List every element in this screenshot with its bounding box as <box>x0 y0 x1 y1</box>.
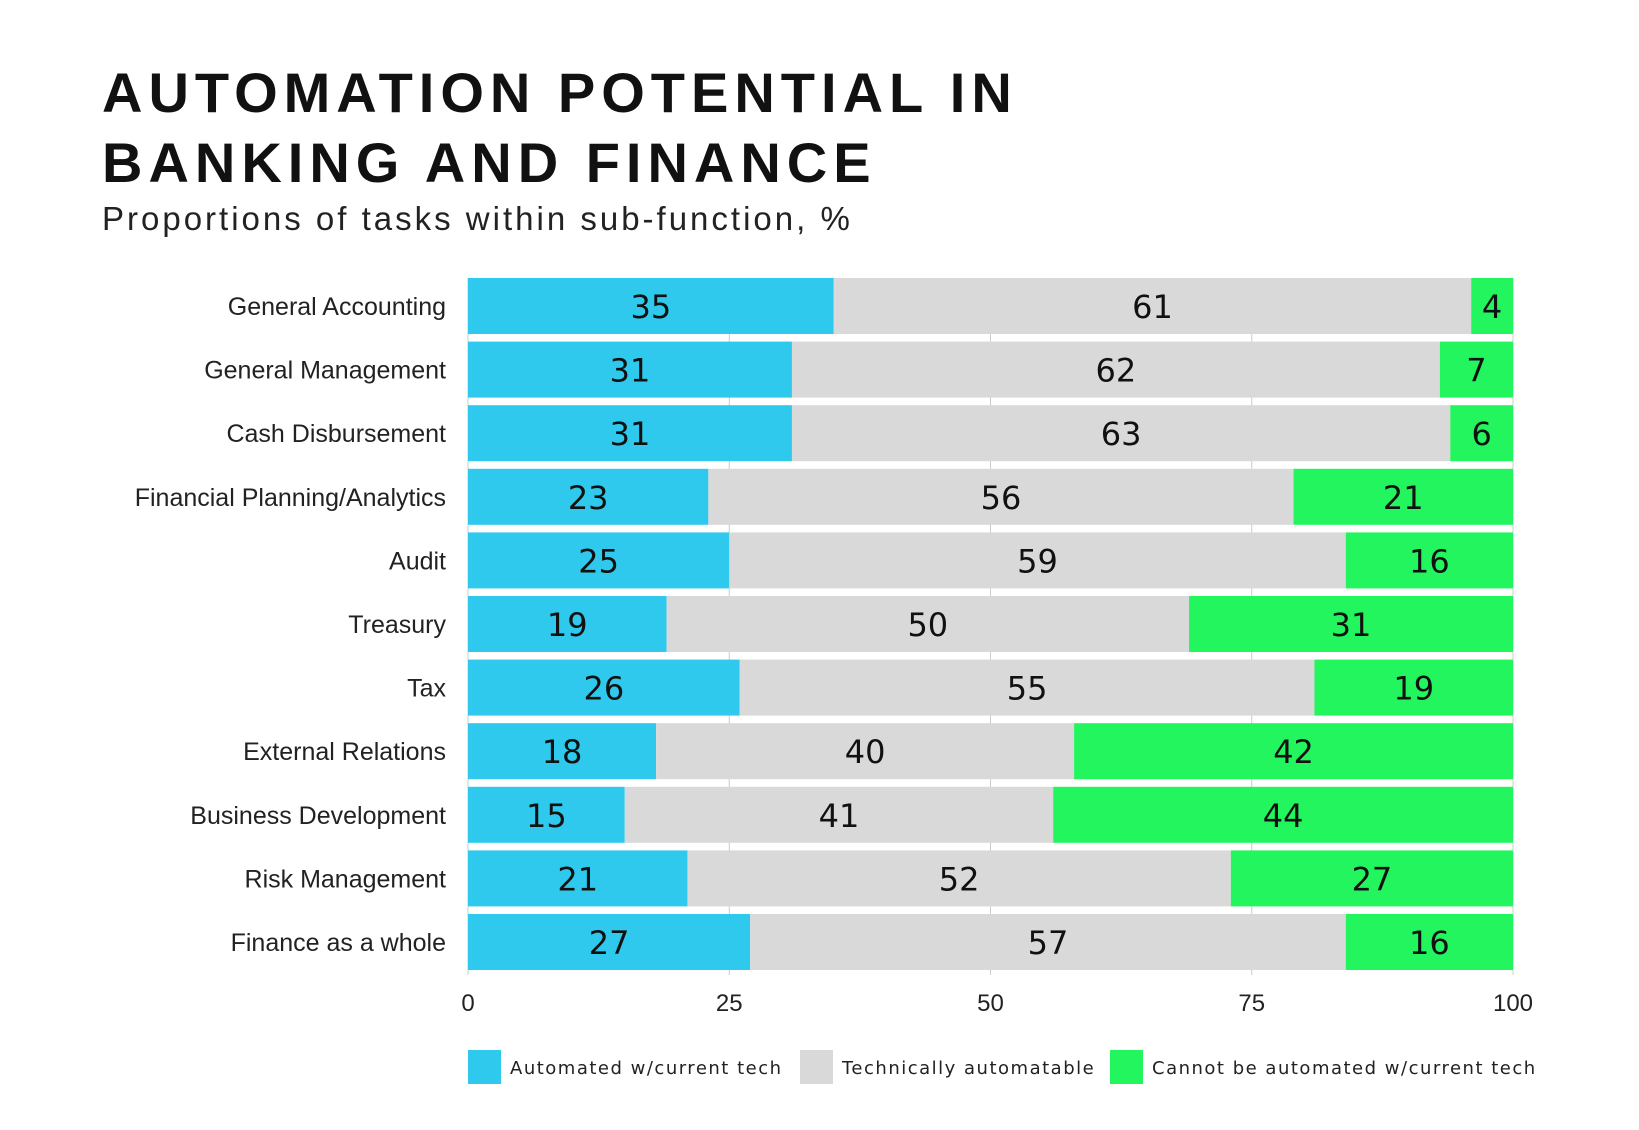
x-tick-label: 75 <box>1238 990 1265 1017</box>
data-label: 27 <box>1352 860 1393 898</box>
data-label: 52 <box>939 860 980 898</box>
data-label: 21 <box>1383 479 1424 517</box>
bar-segment <box>1053 786 1513 843</box>
legend-label: Technically automatable <box>841 1058 1095 1079</box>
bar-segment <box>468 468 709 525</box>
data-label: 63 <box>1101 415 1142 453</box>
data-label: 55 <box>1007 670 1048 708</box>
data-label: 4 <box>1482 288 1502 326</box>
category-labels: General Accounting General Management Cash… <box>135 293 447 957</box>
x-tick-label: 50 <box>977 990 1004 1017</box>
data-label: 21 <box>557 860 598 898</box>
bar-segment <box>468 532 730 589</box>
data-label: 62 <box>1096 352 1137 390</box>
bar-segment <box>468 341 792 398</box>
bar-segment <box>468 405 792 462</box>
x-axis-ticks: 0 25 50 75 100 <box>461 990 1533 1017</box>
data-label: 59 <box>1017 542 1058 580</box>
category-label: Treasury <box>348 611 446 639</box>
data-label: 25 <box>578 542 619 580</box>
bar-segment <box>729 532 1346 589</box>
data-label: 16 <box>1409 924 1450 962</box>
legend-label: Automated w/current tech <box>510 1058 783 1079</box>
bar-segment <box>708 468 1294 525</box>
category-label: General Accounting <box>228 293 446 321</box>
bar-segment <box>468 723 657 780</box>
data-label: 31 <box>610 352 651 390</box>
category-label: Business Development <box>190 802 446 830</box>
data-label: 41 <box>819 797 860 835</box>
bar-segment <box>791 341 1440 398</box>
data-label: 57 <box>1028 924 1069 962</box>
data-label: 18 <box>542 733 583 771</box>
data-label: 31 <box>610 415 651 453</box>
data-label: 26 <box>583 670 624 708</box>
bars: 35 61 4 31 62 7 31 63 6 23 56 21 25 59 16 19 50 31 26 55 19 1… <box>468 278 1513 970</box>
data-label: 6 <box>1471 415 1491 453</box>
category-label: External Relations <box>243 738 446 766</box>
category-label: Audit <box>389 547 446 575</box>
bar-segment <box>833 278 1472 334</box>
chart-title-line-2: BANKING AND FINANCE <box>102 131 877 194</box>
x-tick-label: 25 <box>716 990 743 1017</box>
chart-subtitle: Proportions of tasks within sub-function… <box>102 200 853 237</box>
data-label: 16 <box>1409 542 1450 580</box>
bar-segment <box>666 596 1190 652</box>
data-label: 23 <box>568 479 609 517</box>
bar-segment <box>1471 278 1513 334</box>
bar-segment <box>1230 850 1513 907</box>
bar-segment <box>1439 341 1513 398</box>
category-label: Tax <box>407 675 446 703</box>
legend: Automated w/current tech Technically auto… <box>468 1050 1537 1084</box>
category-label: General Management <box>204 357 446 385</box>
bar-segment <box>468 786 625 843</box>
data-label: 44 <box>1263 797 1304 835</box>
data-label: 19 <box>547 606 588 644</box>
bar-segment <box>468 850 688 907</box>
x-tick-label: 100 <box>1493 990 1533 1017</box>
bar-segment <box>656 723 1075 780</box>
legend-swatch <box>1110 1050 1143 1084</box>
bar-segment <box>1189 596 1513 652</box>
bar-segment <box>739 659 1315 716</box>
bar-segment <box>1293 468 1513 525</box>
data-label: 56 <box>981 479 1022 517</box>
chart-title-line-1: AUTOMATION POTENTIAL IN <box>102 61 1018 124</box>
bar-segment <box>468 278 834 334</box>
bar-segment <box>1345 532 1513 589</box>
bar-segment <box>750 914 1346 970</box>
data-label: 31 <box>1331 606 1372 644</box>
x-tick-label: 0 <box>461 990 474 1017</box>
category-label: Risk Management <box>245 865 447 893</box>
bar-segment <box>687 850 1231 907</box>
data-label: 50 <box>907 606 948 644</box>
legend-label: Cannot be automated w/current tech <box>1152 1058 1537 1079</box>
bar-segment <box>468 596 667 652</box>
category-label: Financial Planning/Analytics <box>135 484 446 512</box>
data-label: 61 <box>1132 288 1173 326</box>
data-label: 27 <box>589 924 630 962</box>
bar-segment <box>468 659 740 716</box>
bar-segment <box>1345 914 1513 970</box>
bar-segment <box>624 786 1054 843</box>
bar-segment <box>1450 405 1513 462</box>
data-label: 35 <box>631 288 672 326</box>
data-label: 42 <box>1273 733 1314 771</box>
legend-swatch <box>468 1050 501 1084</box>
category-label: Finance as a whole <box>231 929 446 957</box>
data-label: 15 <box>526 797 567 835</box>
data-label: 40 <box>845 733 886 771</box>
bar-segment <box>791 405 1451 462</box>
data-label: 7 <box>1466 352 1486 390</box>
bar-segment <box>468 914 751 970</box>
legend-swatch <box>800 1050 833 1084</box>
chart-title: AUTOMATION POTENTIAL IN BANKING AND FINA… <box>102 58 1018 198</box>
bar-segment <box>1314 659 1513 716</box>
category-label: Cash Disbursement <box>226 420 446 448</box>
bar-segment <box>1074 723 1513 780</box>
data-label: 19 <box>1393 670 1434 708</box>
